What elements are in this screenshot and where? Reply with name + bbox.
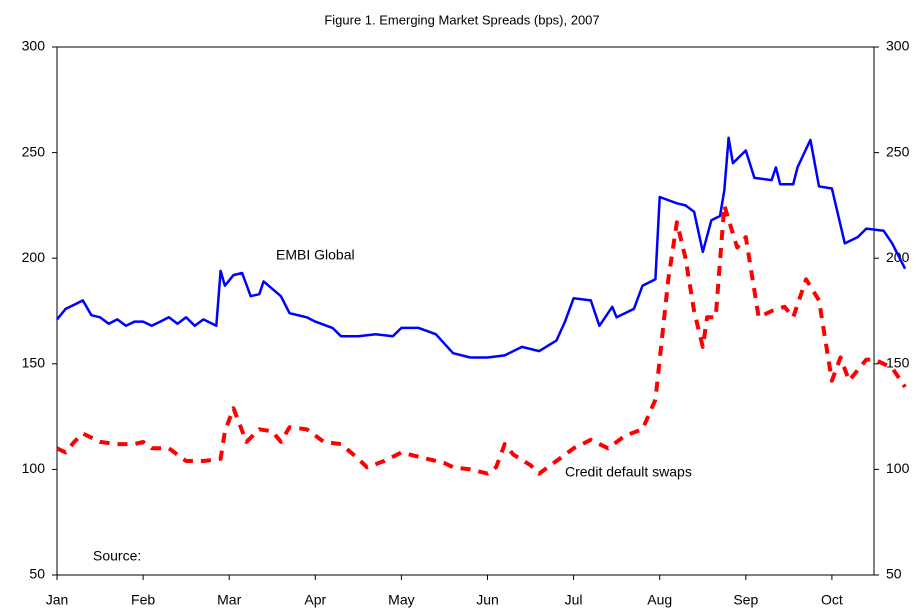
y2-tick-label: 300 (886, 38, 910, 54)
x-tick-label: May (388, 592, 414, 608)
series-line (56, 203, 907, 476)
y2-tick-label: 250 (886, 143, 910, 159)
chart-title: Figure 1. Emerging Market Spreads (bps),… (324, 12, 599, 27)
x-tick-label: Apr (304, 592, 326, 608)
y-tick-label: 150 (22, 355, 46, 371)
y-tick-label: 300 (22, 38, 46, 54)
annotation: EMBI Global (276, 247, 355, 263)
x-tick-label: Jan (46, 592, 69, 608)
y-tick-label: 50 (29, 566, 45, 582)
x-tick-label: Mar (217, 592, 241, 608)
x-tick-label: Sep (733, 592, 758, 608)
plot-frame (56, 46, 875, 576)
y-tick-label: 250 (22, 143, 46, 159)
x-tick-label: Oct (821, 592, 843, 608)
y-tick-label: 200 (22, 249, 46, 265)
x-tick-label: Jul (565, 592, 583, 608)
x-tick-label: Feb (131, 592, 155, 608)
y2-tick-label: 100 (886, 460, 910, 476)
annotation: Source: (93, 548, 141, 564)
x-tick-label: Jun (476, 592, 499, 608)
y2-tick-label: 150 (886, 355, 910, 371)
x-tick-label: Aug (647, 592, 672, 608)
series-line (56, 136, 907, 359)
annotation: Credit default swaps (565, 464, 692, 480)
y-tick-label: 100 (22, 460, 46, 476)
y2-tick-label: 50 (886, 566, 902, 582)
